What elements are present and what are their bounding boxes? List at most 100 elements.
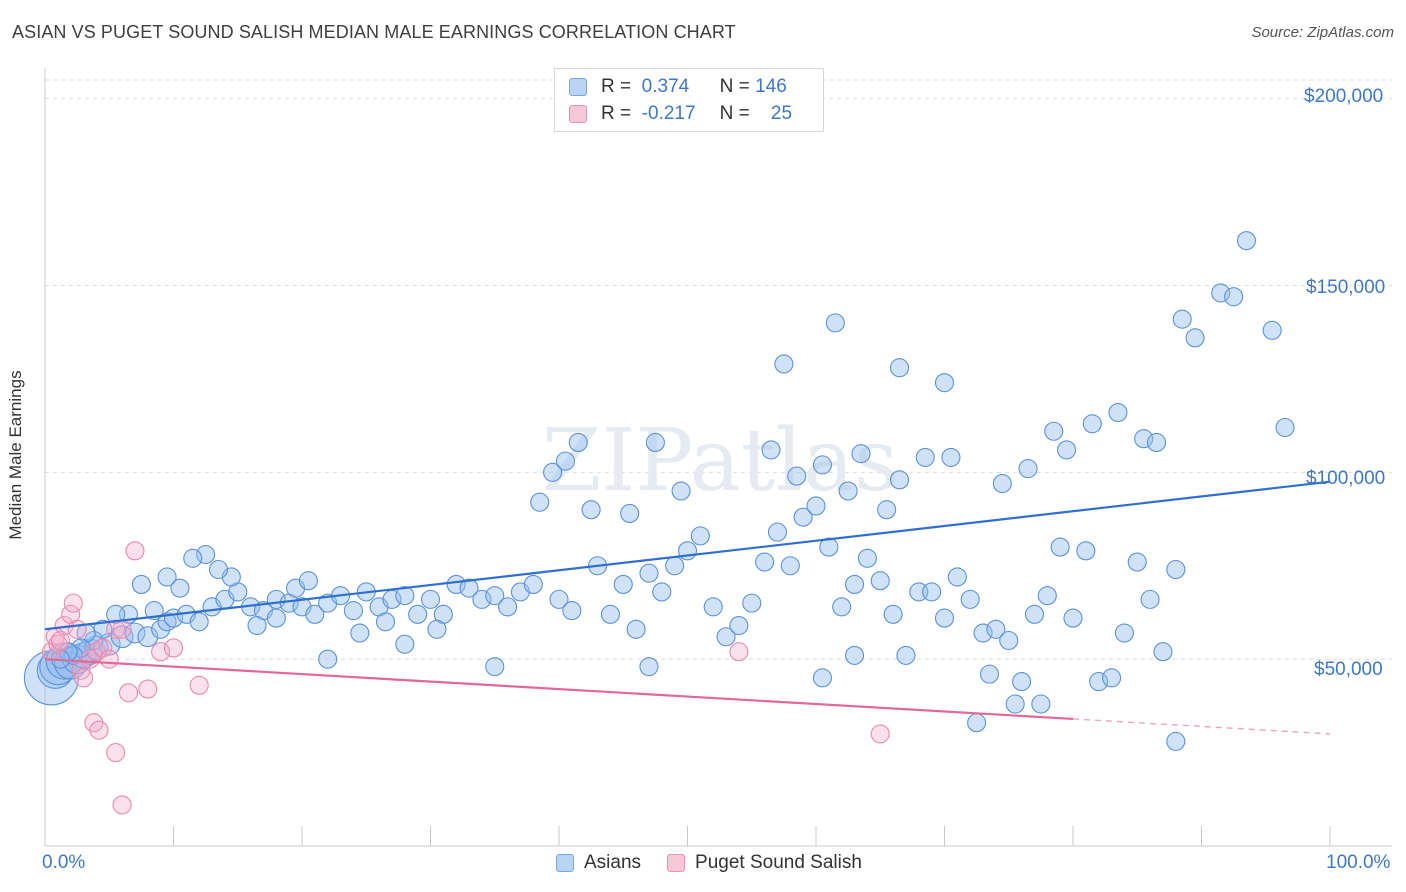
gridlines (45, 79, 1392, 660)
data-point (63, 593, 83, 613)
data-point (530, 492, 550, 512)
data-point (1057, 440, 1077, 460)
data-point (395, 634, 415, 654)
legend-row-asians: R = 0.374 N = 146 (569, 74, 787, 100)
data-point (877, 500, 897, 520)
data-point (485, 586, 505, 606)
data-point (196, 544, 216, 565)
data-point (472, 589, 492, 609)
data-point (838, 481, 858, 501)
legend: R = 0.374 N = 146 R = -0.217 N = 25 (554, 68, 824, 132)
data-point (1037, 586, 1057, 606)
y-tick-label: $150,000 (1306, 277, 1386, 298)
y-tick-label: $200,000 (1304, 86, 1384, 107)
data-point (1063, 608, 1083, 628)
data-point (247, 615, 267, 636)
data-point (485, 657, 505, 677)
x-tick-label: 0.0% (42, 852, 86, 873)
data-point (690, 526, 710, 546)
data-point (889, 358, 910, 378)
data-point (832, 597, 852, 617)
data-point (806, 496, 826, 516)
data-point (819, 537, 839, 557)
data-point (1108, 403, 1128, 423)
legend-swatch (569, 105, 587, 123)
data-point (1211, 283, 1231, 303)
data-point (671, 481, 691, 501)
data-point (967, 713, 987, 733)
data-point (812, 668, 832, 688)
data-point (395, 586, 415, 606)
data-point (48, 634, 68, 654)
data-point (889, 470, 910, 490)
data-point (112, 619, 132, 639)
data-point (639, 657, 659, 677)
data-point (555, 451, 575, 471)
data-point (613, 574, 633, 594)
trend-line (44, 658, 1074, 721)
data-point (1044, 421, 1064, 441)
legend-swatch (569, 78, 587, 96)
data-point (144, 601, 164, 621)
chart-title: ASIAN VS PUGET SOUND SALISH MEDIAN MALE … (12, 22, 736, 42)
data-point (350, 623, 370, 643)
data-point (208, 559, 229, 580)
data-point (665, 556, 685, 576)
trend-line-extension (1072, 718, 1331, 735)
legend-item-puget-sound-salish[interactable]: Puget Sound Salish (667, 852, 862, 874)
data-point (825, 313, 845, 333)
data-point (93, 638, 113, 658)
data-point (118, 683, 139, 703)
data-point (979, 664, 1000, 684)
data-point (266, 608, 286, 628)
data-point (755, 552, 775, 572)
data-point (157, 612, 177, 632)
data-point (960, 589, 980, 609)
data-point (163, 638, 184, 658)
data-point (1018, 459, 1038, 479)
data-point (427, 619, 447, 639)
data-point (1076, 541, 1096, 561)
data-point (761, 440, 781, 460)
x-tick-label: 100.0% (1326, 852, 1391, 873)
series-puget-sound-salish (41, 541, 890, 815)
data-point (420, 589, 441, 609)
data-point (151, 642, 171, 662)
data-point (1012, 672, 1032, 692)
series-asians (23, 231, 1295, 751)
data-point (857, 548, 877, 568)
data-point (137, 626, 159, 648)
data-point (67, 619, 87, 639)
data-point (1140, 589, 1160, 609)
data-point (729, 615, 749, 636)
legend-item-asians[interactable]: Asians (556, 852, 641, 874)
watermark: ZIPatlas (542, 411, 898, 511)
data-point (922, 582, 942, 602)
data-point (1172, 309, 1192, 329)
data-point (446, 574, 466, 594)
y-tick-label: $50,000 (1314, 659, 1383, 680)
data-point (896, 645, 916, 665)
data-point (915, 447, 935, 467)
legend-swatch (667, 854, 686, 872)
data-point (543, 462, 563, 482)
trend-line (44, 480, 1331, 631)
data-point (941, 447, 961, 467)
data-point (600, 604, 620, 624)
data-point (157, 567, 177, 587)
axes (44, 68, 1392, 847)
data-point (408, 604, 428, 624)
data-point (151, 619, 171, 639)
data-point (549, 589, 569, 609)
data-point (716, 627, 736, 647)
data-point (318, 649, 338, 669)
data-point (189, 675, 209, 695)
data-point (562, 601, 582, 621)
data-point (1262, 320, 1282, 340)
trend-lines (44, 480, 1331, 735)
data-point (645, 432, 665, 452)
data-point (844, 645, 865, 665)
data-point (106, 743, 126, 763)
data-point (767, 522, 788, 542)
